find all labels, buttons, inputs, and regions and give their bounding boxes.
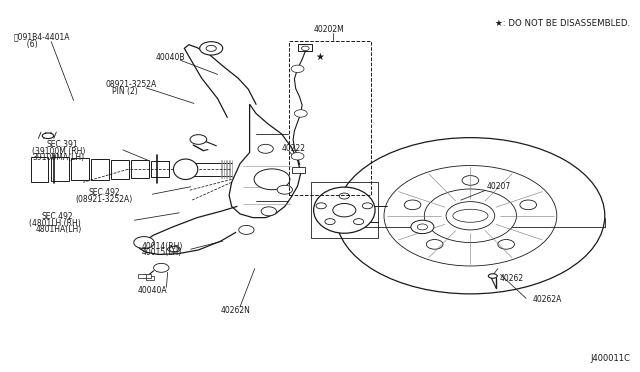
Circle shape: [520, 200, 536, 210]
Circle shape: [291, 153, 304, 160]
Text: 40015(LH): 40015(LH): [142, 248, 182, 257]
Text: SEC.391: SEC.391: [46, 140, 77, 149]
Text: Ⓑ091B4-4401A: Ⓑ091B4-4401A: [14, 33, 70, 42]
Text: SEC.492: SEC.492: [42, 212, 73, 221]
Text: 40040A: 40040A: [138, 286, 167, 295]
Text: ★: DO NOT BE DISASSEMBLED.: ★: DO NOT BE DISASSEMBLED.: [495, 19, 630, 28]
Text: 40014(RH): 40014(RH): [142, 242, 184, 251]
Text: 39100MA(LH): 39100MA(LH): [32, 153, 84, 162]
Circle shape: [154, 263, 169, 272]
Text: 40262A: 40262A: [532, 295, 562, 304]
Text: 40040B: 40040B: [156, 53, 185, 62]
Bar: [71, 158, 89, 180]
Bar: [131, 160, 149, 178]
Circle shape: [277, 185, 292, 194]
Bar: [111, 160, 129, 179]
Circle shape: [258, 144, 273, 153]
Text: 08921-3252A: 08921-3252A: [106, 80, 157, 89]
Ellipse shape: [42, 133, 54, 138]
Text: 40262: 40262: [499, 274, 524, 283]
Circle shape: [291, 65, 304, 73]
Circle shape: [336, 138, 605, 294]
Circle shape: [170, 247, 179, 252]
Text: ★: ★: [316, 52, 324, 61]
Circle shape: [446, 202, 495, 230]
Circle shape: [190, 135, 207, 144]
Circle shape: [462, 176, 479, 185]
Text: SEC.492: SEC.492: [88, 188, 120, 197]
Circle shape: [424, 189, 516, 243]
Text: 40207: 40207: [486, 182, 511, 191]
Ellipse shape: [453, 209, 488, 222]
Circle shape: [417, 224, 428, 230]
Circle shape: [362, 203, 372, 209]
Text: (4801LH (RH): (4801LH (RH): [29, 219, 81, 228]
Circle shape: [325, 219, 335, 225]
Bar: [138, 274, 146, 278]
Circle shape: [404, 200, 421, 210]
Circle shape: [239, 225, 254, 234]
Text: (39100M (RH): (39100M (RH): [32, 147, 85, 155]
Bar: [289, 41, 371, 195]
Circle shape: [134, 237, 154, 248]
Ellipse shape: [488, 274, 497, 278]
Bar: [152, 161, 169, 177]
Text: 4801HA(LH): 4801HA(LH): [35, 225, 81, 234]
Circle shape: [498, 240, 515, 249]
Text: 40202M: 40202M: [314, 25, 344, 34]
Circle shape: [206, 45, 216, 51]
Circle shape: [384, 166, 557, 266]
Bar: [146, 276, 154, 280]
Text: PIN (2): PIN (2): [112, 87, 138, 96]
Text: (6): (6): [22, 40, 38, 49]
Polygon shape: [229, 104, 301, 218]
Bar: [143, 274, 151, 278]
Bar: [298, 44, 312, 51]
Text: 40262N: 40262N: [221, 306, 251, 315]
Bar: [51, 157, 68, 181]
Circle shape: [353, 219, 364, 225]
Bar: [31, 157, 49, 182]
Ellipse shape: [314, 187, 375, 233]
Ellipse shape: [168, 246, 180, 252]
Text: 40222: 40222: [282, 144, 306, 153]
Circle shape: [254, 169, 290, 190]
Text: (08921-3252A): (08921-3252A): [76, 195, 132, 204]
Text: J400011C: J400011C: [591, 354, 630, 363]
Circle shape: [339, 193, 349, 199]
Circle shape: [301, 46, 309, 51]
Circle shape: [426, 240, 443, 249]
Circle shape: [411, 220, 434, 234]
Bar: [292, 167, 305, 173]
Ellipse shape: [173, 159, 198, 179]
Circle shape: [261, 207, 276, 216]
Bar: [311, 182, 378, 238]
Circle shape: [200, 42, 223, 55]
Circle shape: [316, 203, 326, 209]
Circle shape: [333, 203, 356, 217]
Circle shape: [294, 110, 307, 117]
Bar: [91, 159, 109, 180]
